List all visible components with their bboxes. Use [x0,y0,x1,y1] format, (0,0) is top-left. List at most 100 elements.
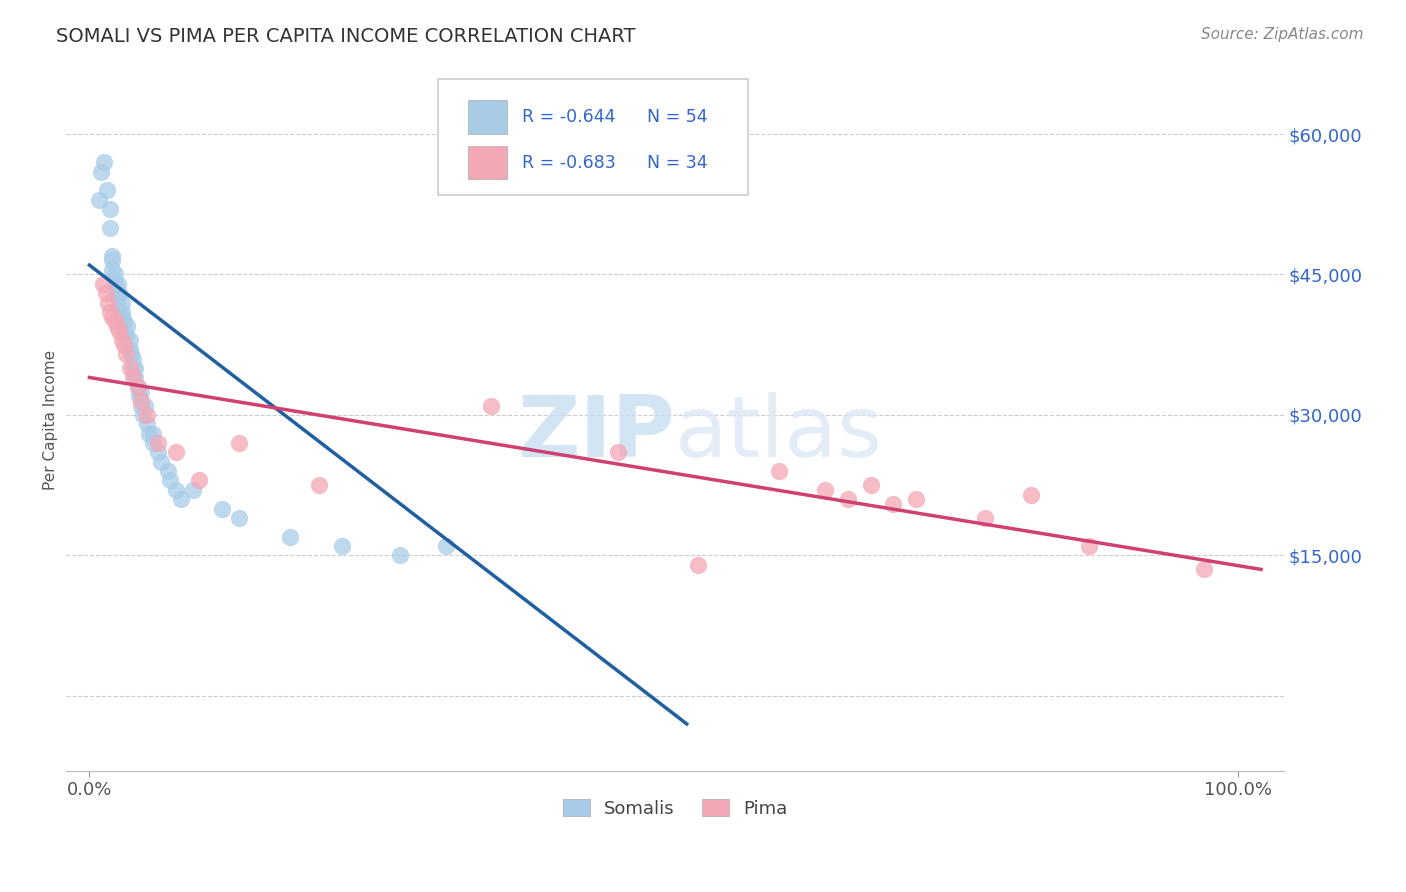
Text: Source: ZipAtlas.com: Source: ZipAtlas.com [1201,27,1364,42]
Point [118,333,141,347]
Point [124,370,146,384]
Point [127,380,149,394]
Point [688,558,710,572]
Point [112,324,135,338]
Point [104,281,127,295]
Point [115,328,138,343]
Point [120,347,142,361]
Point [118,361,141,376]
Text: R = -0.644: R = -0.644 [522,108,616,126]
Point [859,478,882,492]
Point [108,324,131,338]
Point [108,286,131,301]
Point [135,417,157,432]
Point [104,268,127,282]
Point [104,277,127,291]
Point [170,492,193,507]
Point [149,455,172,469]
Point [1192,562,1215,576]
Point [110,310,132,324]
Point [110,295,132,310]
Point [101,310,124,324]
Point [112,314,135,328]
Point [107,291,129,305]
Text: N = 54: N = 54 [647,108,707,126]
Text: atlas: atlas [675,392,883,475]
Point [101,253,124,268]
Point [110,333,132,347]
Point [129,393,152,408]
Point [330,539,353,553]
Point [128,389,150,403]
Point [813,483,835,497]
Point [1077,539,1099,553]
Point [181,483,204,497]
Point [882,497,904,511]
Point [122,370,145,384]
Point [138,426,160,441]
Point [134,399,156,413]
Point [117,318,139,333]
Point [148,436,170,450]
Point [101,249,124,263]
Point [118,343,141,357]
Point [91,277,114,291]
FancyBboxPatch shape [468,145,508,179]
Point [97,295,120,310]
Point [129,384,152,399]
Point [122,351,145,366]
Point [974,511,997,525]
Point [98,220,121,235]
Point [104,314,127,328]
Point [105,318,128,333]
Point [124,361,146,376]
Point [115,347,138,361]
Legend: Somalis, Pima: Somalis, Pima [555,792,794,825]
Text: ZIP: ZIP [517,392,675,475]
Point [481,399,503,413]
Point [93,155,115,169]
Point [837,492,859,507]
Text: R = -0.683: R = -0.683 [522,153,616,171]
Text: N = 34: N = 34 [647,153,707,171]
Point [122,361,145,376]
Point [129,399,152,413]
Point [228,511,250,525]
FancyBboxPatch shape [437,79,748,195]
Point [135,408,157,422]
Point [112,337,135,351]
Point [280,530,302,544]
Point [87,193,110,207]
Point [768,464,790,478]
Point [1021,487,1043,501]
Point [94,286,117,301]
Point [159,474,181,488]
Point [148,445,170,459]
Point [211,501,233,516]
Point [434,539,457,553]
Point [105,286,128,301]
Point [228,436,250,450]
Point [108,300,131,314]
Point [165,483,187,497]
Point [107,277,129,291]
FancyBboxPatch shape [468,100,508,134]
Text: SOMALI VS PIMA PER CAPITA INCOME CORRELATION CHART: SOMALI VS PIMA PER CAPITA INCOME CORRELA… [56,27,636,45]
Point [142,436,165,450]
Point [187,474,209,488]
Point [90,164,112,178]
Point [308,478,330,492]
Y-axis label: Per Capita Income: Per Capita Income [44,350,58,490]
Point [606,445,628,459]
Point [127,380,149,394]
Point [165,445,187,459]
Point [98,305,121,319]
Point [388,549,411,563]
Point [132,408,155,422]
Point [98,202,121,216]
Point [156,464,179,478]
Point [142,426,165,441]
Point [96,183,118,197]
Point [101,262,124,277]
Point [110,305,132,319]
